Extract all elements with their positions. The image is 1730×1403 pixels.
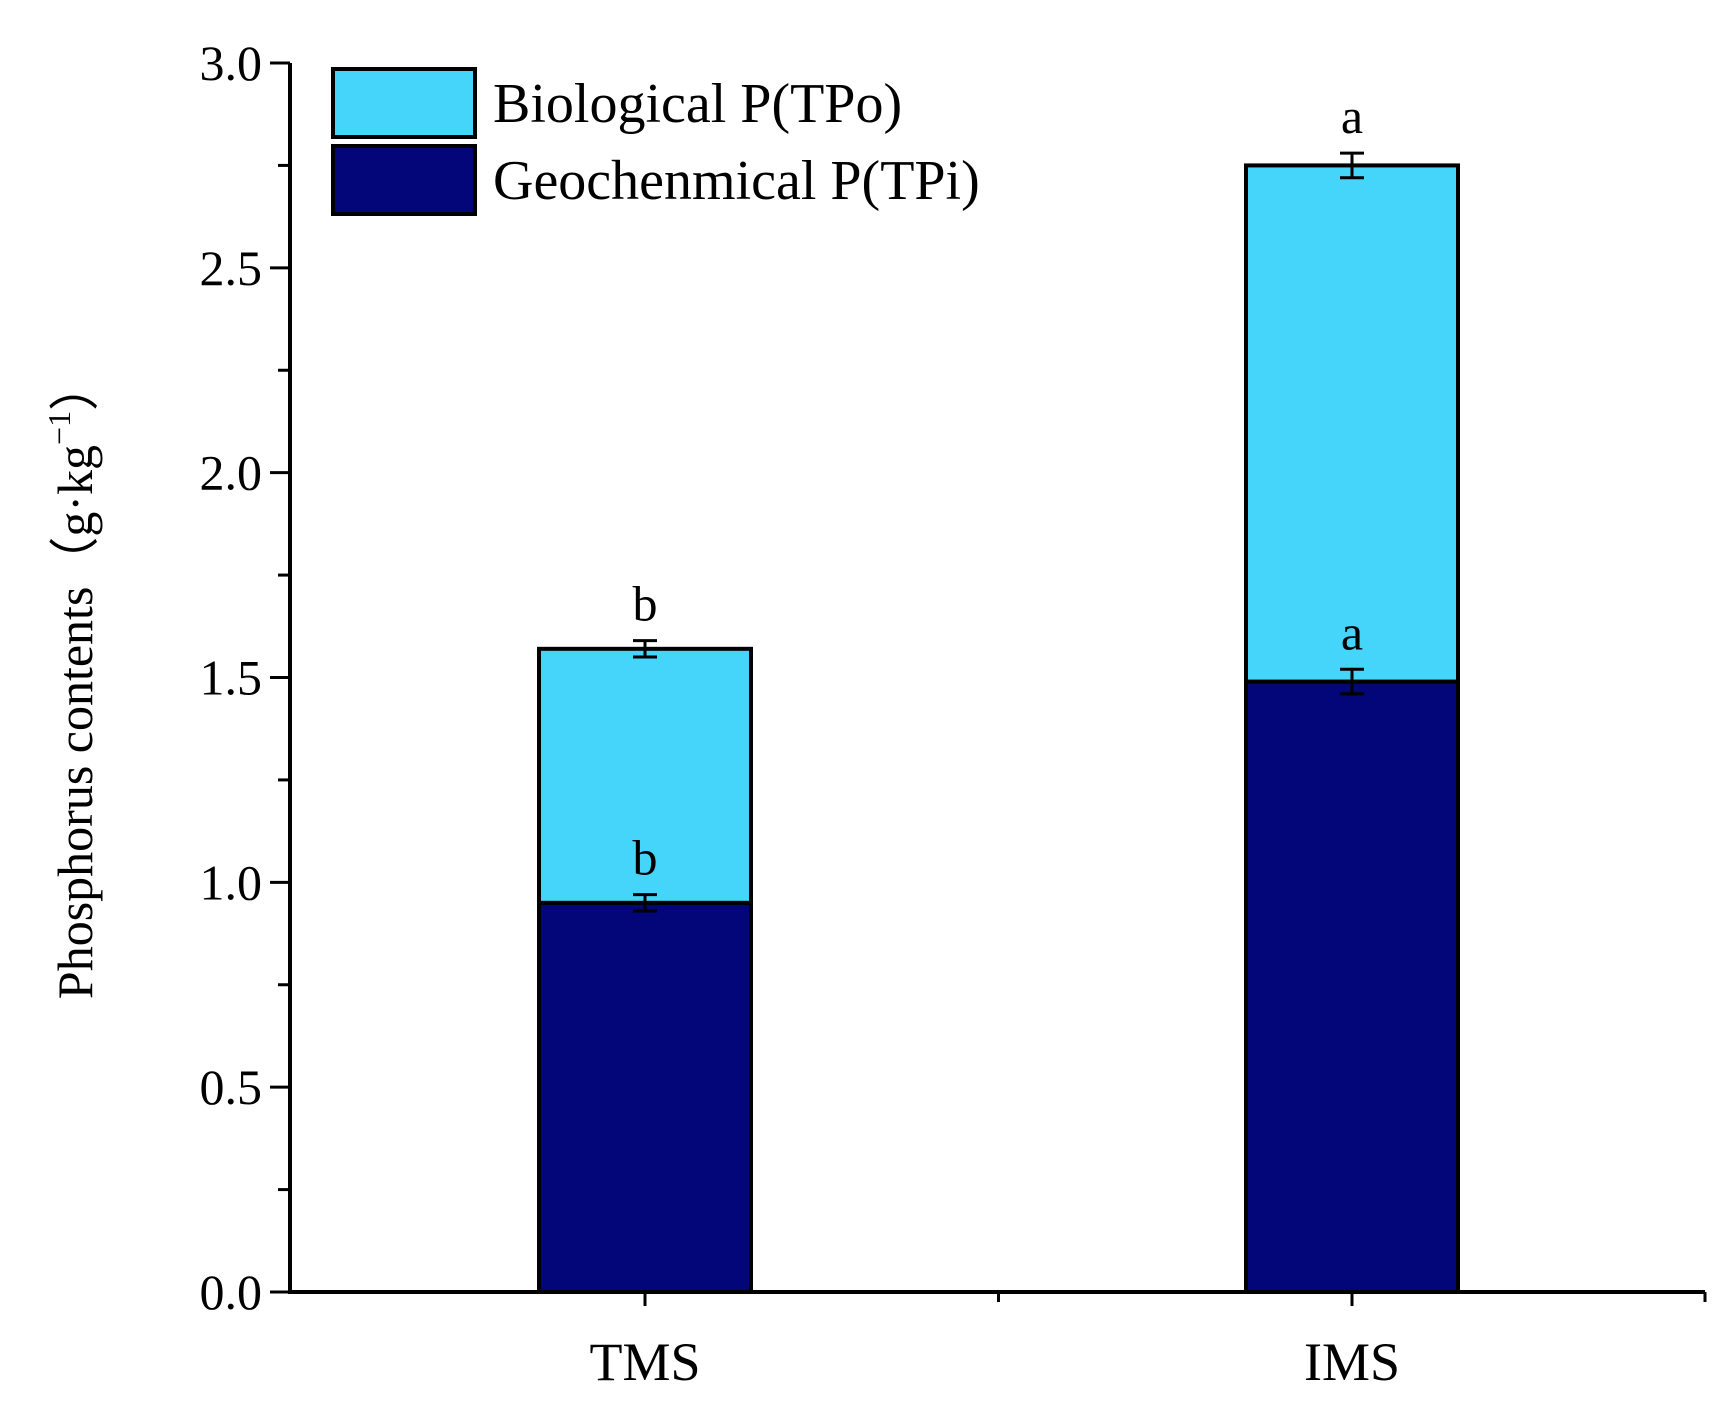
legend: Biological P(TPo) Geochenmical P(TPi) bbox=[331, 67, 980, 216]
bars-layer bbox=[537, 151, 1460, 1294]
bar-tms-series-1[interactable] bbox=[537, 646, 753, 905]
legend-swatch-series-1 bbox=[331, 67, 477, 139]
x-category-label-tms: TMS bbox=[589, 1332, 700, 1392]
legend-swatch-series-0 bbox=[331, 144, 477, 216]
y-tick-label: 1.5 bbox=[200, 650, 263, 706]
y-axis-title: Phosphorus contents（g·kg−1） bbox=[41, 361, 103, 999]
significance-label-tms-series-1: b bbox=[633, 576, 658, 632]
y-tick-label: 2.0 bbox=[200, 445, 263, 501]
bar-ims-series-1[interactable] bbox=[1244, 163, 1460, 684]
significance-label-tms-series-0: b bbox=[633, 830, 658, 886]
bar-ims-series-0[interactable] bbox=[1244, 679, 1460, 1294]
bar-tms-series-0[interactable] bbox=[537, 900, 753, 1294]
axes-layer bbox=[270, 61, 1707, 1306]
legend-label-series-1: Biological P(TPo) bbox=[493, 73, 902, 135]
significance-label-ims-series-1: a bbox=[1341, 88, 1363, 144]
significance-label-ims-series-0: a bbox=[1341, 604, 1363, 660]
y-tick-label: 3.0 bbox=[200, 35, 263, 91]
y-tick-label: 0.0 bbox=[200, 1264, 263, 1320]
y-tick-label: 1.0 bbox=[200, 854, 263, 910]
y-tick-label: 0.5 bbox=[200, 1059, 263, 1115]
labels-layer: b b a a 0.0 0.5 1.0 1.5 2.0 2.5 3.0 TMS IMS Phosphoru… bbox=[41, 35, 1400, 1392]
y-tick-label: 2.5 bbox=[200, 240, 263, 296]
legend-label-series-0: Geochenmical P(TPi) bbox=[493, 150, 980, 212]
x-category-label-ims: IMS bbox=[1304, 1332, 1400, 1392]
